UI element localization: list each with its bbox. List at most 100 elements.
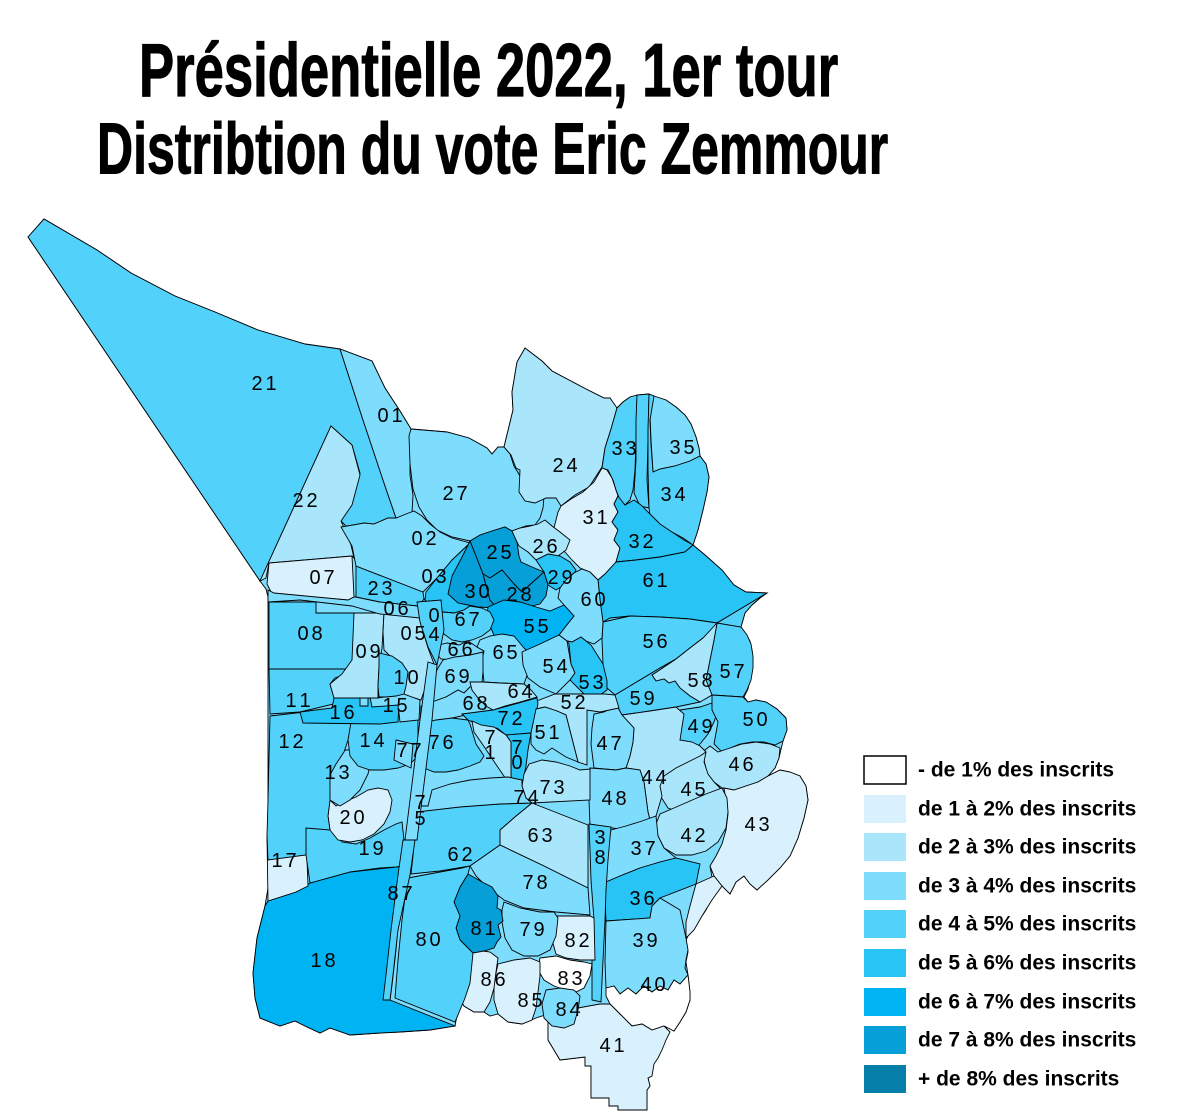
svg-text:3: 3 [629, 888, 640, 910]
svg-text:3: 3 [628, 531, 639, 553]
svg-text:6: 6 [492, 642, 503, 664]
svg-text:3: 3 [381, 578, 392, 600]
svg-text:7: 7 [428, 732, 439, 754]
svg-text:0: 0 [309, 567, 320, 589]
svg-text:2: 2 [506, 584, 517, 606]
svg-text:2: 2 [642, 531, 653, 553]
svg-text:3: 3 [464, 581, 475, 603]
svg-text:2: 2 [367, 578, 378, 600]
svg-text:0: 0 [411, 528, 422, 550]
svg-text:6: 6 [461, 639, 472, 661]
svg-text:5: 5 [629, 688, 640, 710]
svg-text:4: 4 [428, 624, 439, 646]
svg-text:9: 9 [646, 930, 657, 952]
svg-text:1: 1 [329, 702, 340, 724]
svg-text:de 4 à 5% des inscrits: de 4 à 5% des inscrits [918, 913, 1136, 936]
svg-text:4: 4 [599, 1035, 610, 1057]
svg-text:2: 2 [442, 483, 453, 505]
svg-text:7: 7 [513, 787, 524, 809]
svg-text:7: 7 [468, 609, 479, 631]
svg-text:7: 7 [285, 850, 296, 872]
svg-text:0: 0 [383, 598, 394, 620]
svg-text:6: 6 [643, 888, 654, 910]
svg-text:2: 2 [511, 708, 522, 730]
svg-text:3: 3 [630, 838, 641, 860]
svg-text:3: 3 [669, 437, 680, 459]
svg-text:3: 3 [758, 814, 769, 836]
svg-text:4: 4 [569, 999, 580, 1021]
svg-text:5: 5 [694, 779, 705, 801]
svg-text:7: 7 [401, 883, 412, 905]
svg-text:2: 2 [292, 731, 303, 753]
svg-text:2: 2 [532, 536, 543, 558]
svg-text:4: 4 [680, 779, 691, 801]
svg-text:5: 5 [719, 661, 730, 683]
svg-text:0: 0 [756, 709, 767, 731]
svg-text:5: 5 [534, 722, 545, 744]
svg-text:9: 9 [369, 641, 380, 663]
svg-text:3: 3 [625, 438, 636, 460]
svg-text:3: 3 [632, 930, 643, 952]
svg-text:4: 4 [674, 484, 685, 506]
svg-text:2: 2 [461, 844, 472, 866]
svg-text:1: 1 [596, 507, 607, 529]
svg-text:8: 8 [615, 788, 626, 810]
svg-text:0: 0 [377, 405, 388, 427]
svg-text:0: 0 [428, 605, 439, 627]
svg-text:2: 2 [547, 567, 558, 589]
svg-text:6: 6 [642, 570, 653, 592]
svg-text:0: 0 [511, 752, 522, 774]
svg-text:6: 6 [454, 609, 465, 631]
svg-text:1: 1 [382, 695, 393, 717]
svg-text:1: 1 [656, 570, 667, 592]
svg-text:7: 7 [522, 872, 533, 894]
svg-text:4: 4 [680, 825, 691, 847]
svg-text:6: 6 [444, 666, 455, 688]
svg-text:6: 6 [462, 693, 473, 715]
svg-text:0: 0 [353, 807, 364, 829]
svg-text:7: 7 [497, 708, 508, 730]
svg-text:9: 9 [458, 666, 469, 688]
svg-text:3: 3 [435, 566, 446, 588]
svg-text:0: 0 [421, 566, 432, 588]
svg-text:+ de 8% des inscrits: + de 8% des inscrits [918, 1068, 1119, 1091]
svg-text:7: 7 [414, 792, 425, 814]
svg-text:de 6 à 7% des inscrits: de 6 à 7% des inscrits [918, 991, 1136, 1014]
svg-text:8: 8 [701, 670, 712, 692]
svg-text:7: 7 [484, 727, 495, 749]
svg-text:7: 7 [519, 919, 530, 941]
svg-text:9: 9 [561, 567, 572, 589]
svg-text:8: 8 [594, 847, 605, 869]
svg-text:7: 7 [396, 740, 407, 762]
svg-text:0: 0 [407, 667, 418, 689]
svg-text:1: 1 [299, 690, 310, 712]
svg-text:5: 5 [560, 692, 571, 714]
svg-text:7: 7 [610, 733, 621, 755]
svg-text:3: 3 [660, 484, 671, 506]
svg-text:4: 4 [641, 767, 652, 789]
svg-text:6: 6 [494, 969, 505, 991]
svg-text:de 1 à 2% des inscrits: de 1 à 2% des inscrits [918, 798, 1136, 821]
svg-text:7: 7 [456, 483, 467, 505]
svg-text:5: 5 [396, 695, 407, 717]
svg-text:9: 9 [372, 838, 383, 860]
svg-text:6: 6 [546, 536, 557, 558]
svg-text:1: 1 [285, 690, 296, 712]
svg-text:6: 6 [527, 825, 538, 847]
svg-text:1: 1 [391, 405, 402, 427]
svg-text:4: 4 [527, 787, 538, 809]
svg-text:4: 4 [744, 814, 755, 836]
svg-text:8: 8 [387, 883, 398, 905]
svg-text:9: 9 [533, 919, 544, 941]
svg-text:6: 6 [656, 631, 667, 653]
svg-text:de 7 à 8% des inscrits: de 7 à 8% des inscrits [918, 1029, 1136, 1052]
svg-text:3: 3 [582, 507, 593, 529]
svg-text:8: 8 [564, 930, 575, 952]
svg-text:0: 0 [429, 929, 440, 951]
svg-text:4: 4 [521, 681, 532, 703]
svg-text:6: 6 [397, 598, 408, 620]
svg-text:0: 0 [594, 589, 605, 611]
svg-text:1: 1 [271, 850, 282, 872]
svg-text:5: 5 [742, 709, 753, 731]
svg-text:2: 2 [425, 528, 436, 550]
